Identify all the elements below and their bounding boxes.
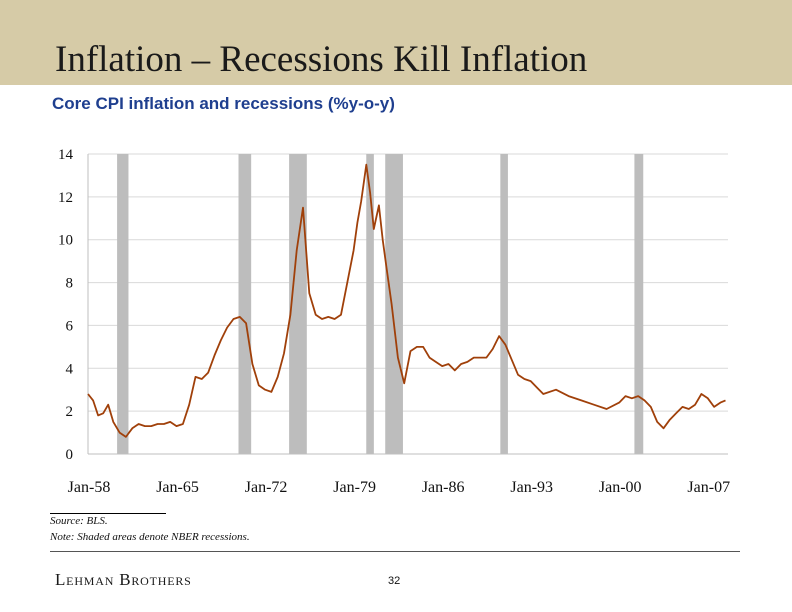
x-tick-label: Jan-07 <box>687 479 730 496</box>
recession-band <box>289 154 307 454</box>
recession-band <box>634 154 644 454</box>
recession-note: Note: Shaded areas denote NBER recession… <box>50 531 250 543</box>
y-tick-label: 8 <box>66 276 74 292</box>
recession-bands <box>117 154 644 454</box>
recession-band <box>117 154 129 454</box>
axes <box>87 154 728 455</box>
y-tick-label: 0 <box>66 447 74 463</box>
y-tick-label: 4 <box>66 361 74 377</box>
x-tick-label: Jan-93 <box>510 479 553 496</box>
y-tick-label: 14 <box>58 147 74 163</box>
x-tick-labels: Jan-58 Jan-65 Jan-72 Jan-79 Jan-86 Jan-93 Jan-… <box>68 479 730 496</box>
recession-band <box>238 154 252 454</box>
x-tick-label: Jan-00 <box>599 479 642 496</box>
footer-rule <box>50 551 740 552</box>
core-cpi-line <box>87 163 726 438</box>
y-tick-label: 6 <box>66 318 74 334</box>
x-tick-label: Jan-65 <box>156 479 199 496</box>
y-tick-label: 2 <box>66 404 74 420</box>
chart-subtitle: Core CPI inflation and recessions (%y-o-… <box>52 94 395 113</box>
gridlines <box>88 153 728 412</box>
recession-band <box>366 154 374 454</box>
page-number: 32 <box>388 575 401 587</box>
y-tick-labels: 0 2 4 6 8 10 12 14 <box>58 147 74 463</box>
brand-logo-text: Lehman Brothers <box>55 570 192 589</box>
x-tick-label: Jan-72 <box>245 479 288 496</box>
y-tick-label: 12 <box>58 190 73 206</box>
header-band <box>0 0 792 85</box>
source-separator <box>50 513 166 514</box>
x-tick-label: Jan-86 <box>422 479 465 496</box>
y-tick-label: 10 <box>58 233 73 249</box>
slide-title: Inflation – Recessions Kill Inflation <box>55 39 588 80</box>
series-layer <box>87 163 726 438</box>
x-tick-label: Jan-58 <box>68 479 111 496</box>
x-tick-label: Jan-79 <box>333 479 376 496</box>
source-note: Source: BLS. <box>50 515 108 527</box>
recession-band <box>385 154 403 454</box>
recession-band <box>500 154 508 454</box>
